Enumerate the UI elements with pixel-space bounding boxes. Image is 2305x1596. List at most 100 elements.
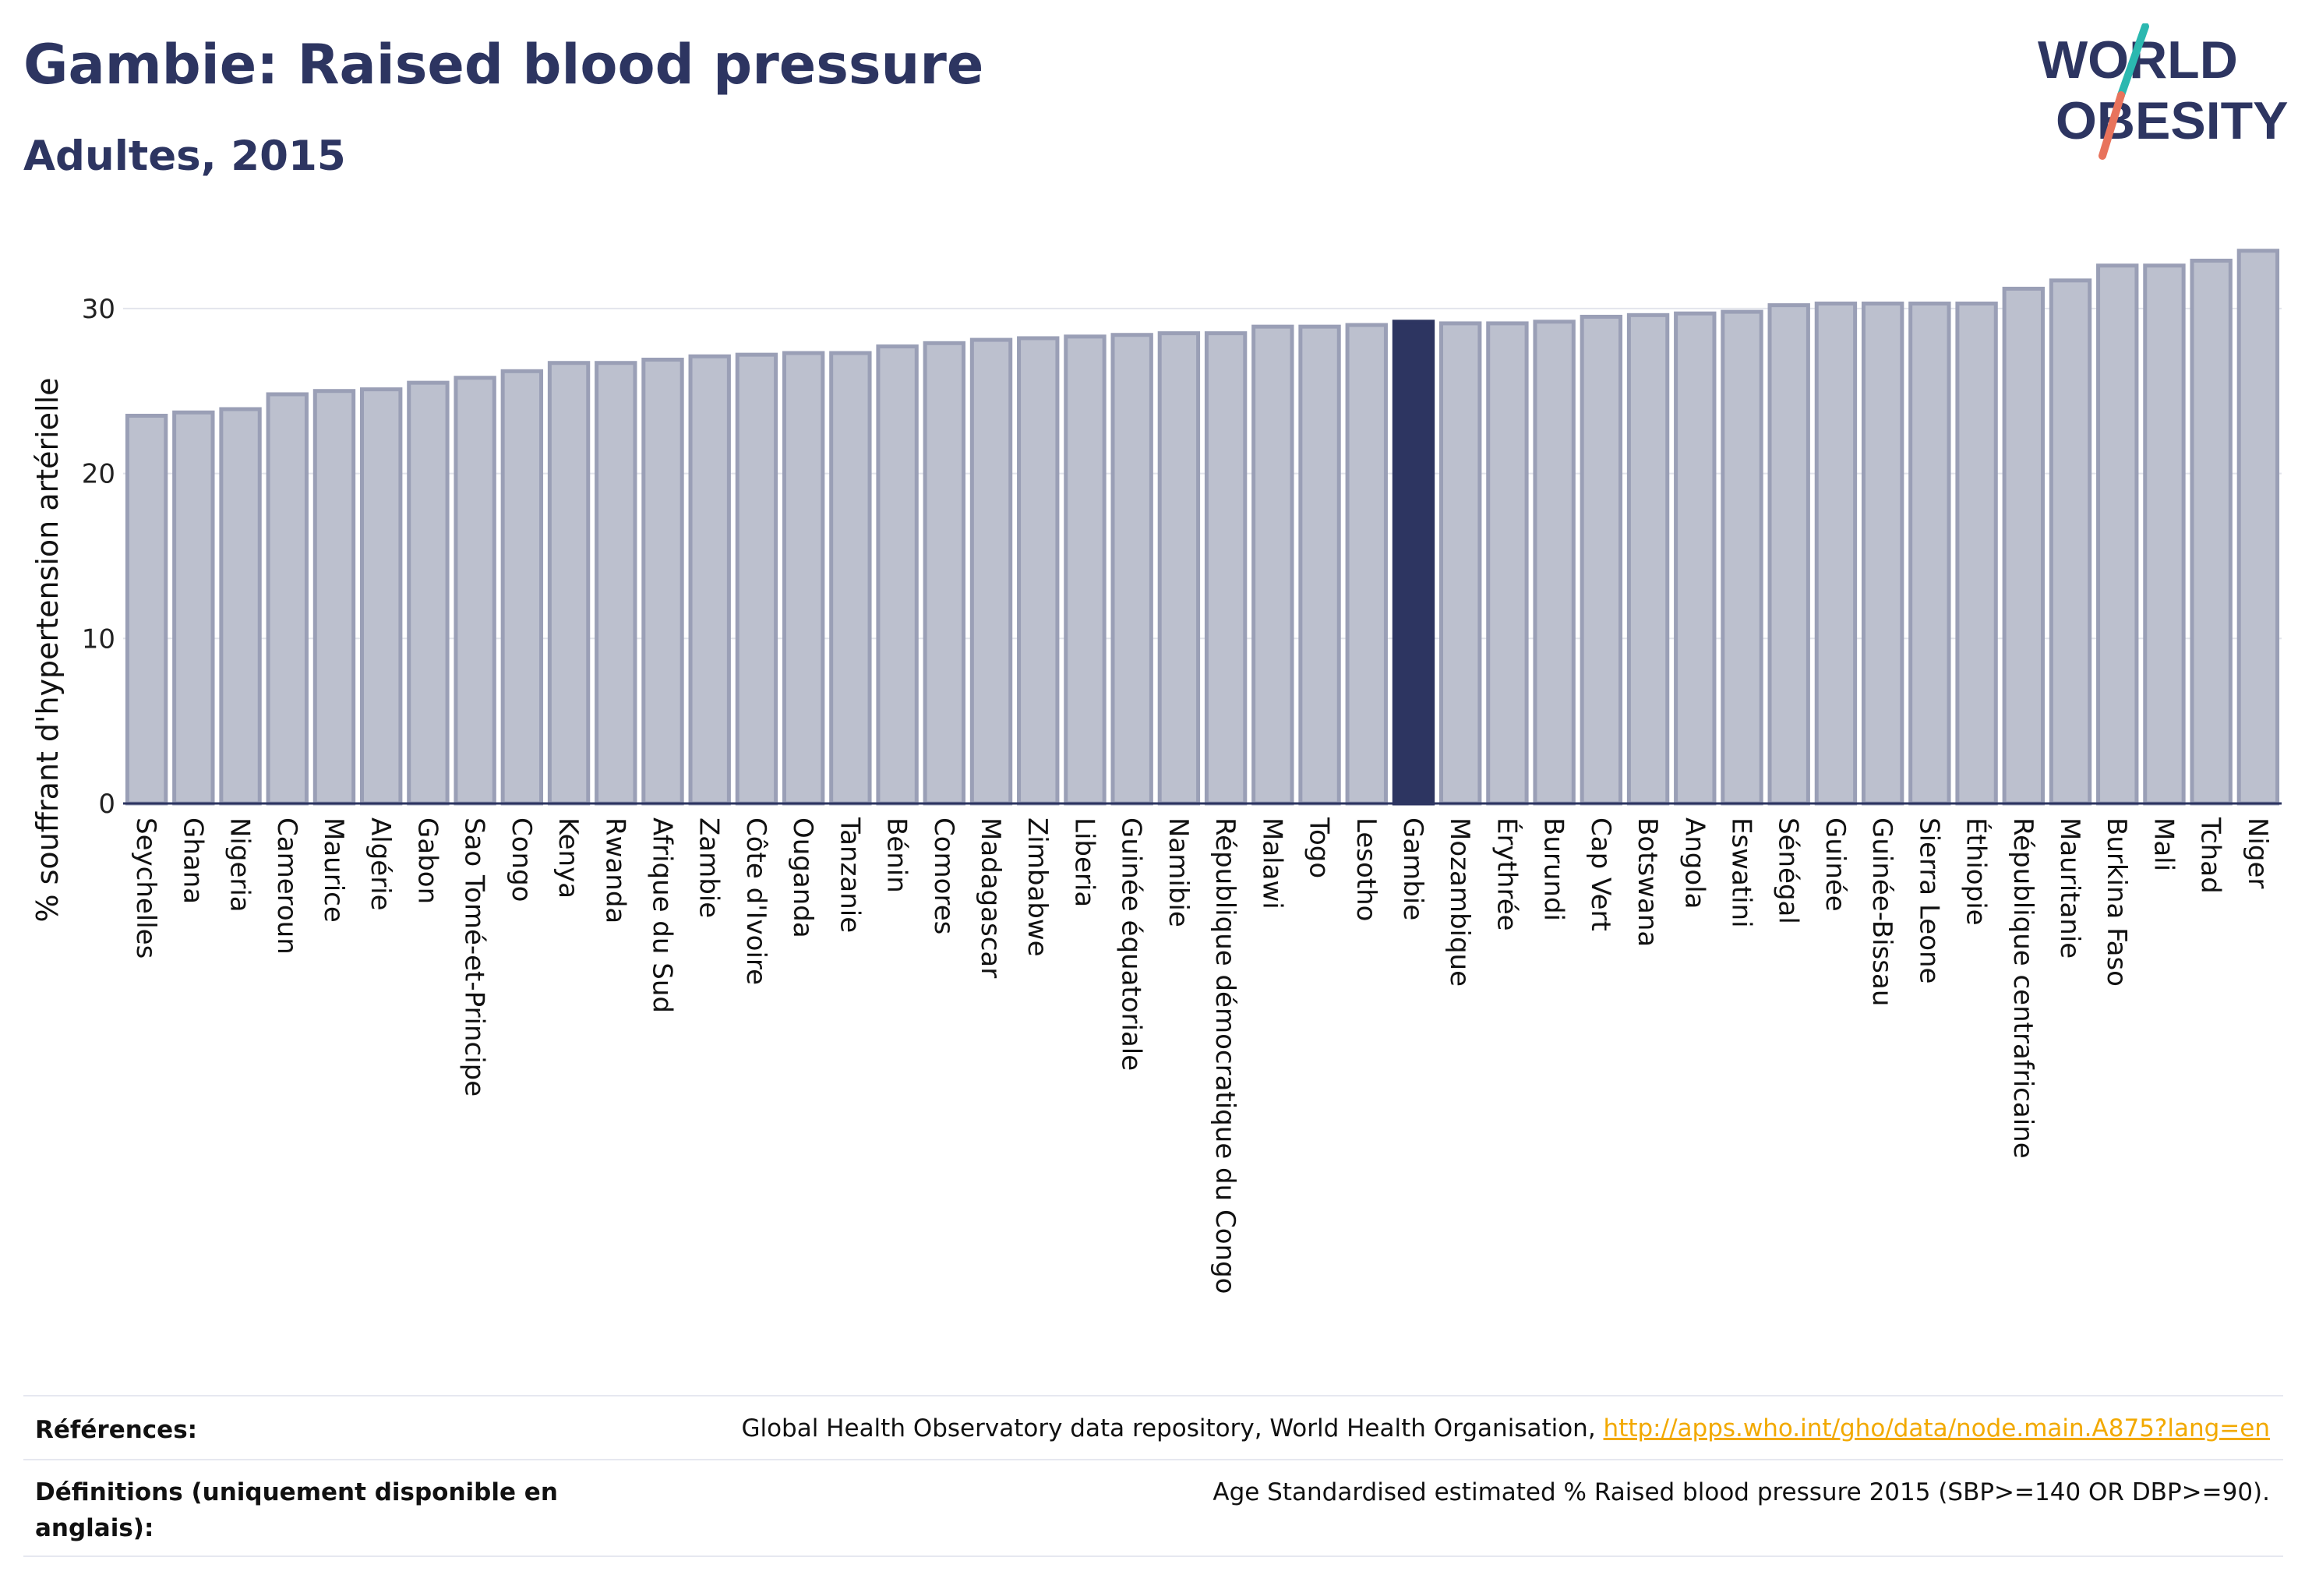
bar-nigeria[interactable] [219, 407, 262, 806]
bar-afrique-du-sud[interactable] [641, 357, 684, 806]
bar-c-te-d-ivoire[interactable] [735, 352, 778, 806]
x-tick-label: Mauritanie [2054, 817, 2085, 959]
x-tick-label: Rwanda [599, 817, 630, 923]
bar-mali[interactable] [2143, 263, 2186, 806]
x-tick-label: Zambie [694, 817, 725, 918]
bar-mozambique[interactable] [1439, 321, 1482, 806]
x-tick-label: Lesotho [1350, 817, 1382, 921]
x-tick-label: Madagascar [975, 817, 1006, 978]
x-tick-label: Liberia [1068, 817, 1100, 907]
bar-malawi[interactable] [1251, 324, 1294, 806]
bar-botswana[interactable] [1626, 312, 1670, 806]
bar-zimbabwe[interactable] [1017, 336, 1060, 806]
logo-text-obesity: OBESITY [2056, 91, 2289, 150]
bar-b-nin[interactable] [876, 344, 919, 806]
x-tick-label: Burundi [1538, 817, 1569, 921]
bar-madagascar[interactable] [969, 337, 1013, 806]
bar-niger[interactable] [2236, 249, 2280, 806]
references-source: Global Health Observatory data repositor… [741, 1414, 1596, 1442]
bar-rwanda[interactable] [595, 361, 637, 806]
x-tick-label: Botswana [1632, 817, 1663, 947]
bar-chart: 0 10 20 30 Seychelles Ghana Nigeria Cameroun Mau… [30, 249, 2282, 1294]
x-tick-label: Guinée-Bissau [1866, 817, 1897, 1006]
bar-tanzanie[interactable] [829, 351, 872, 806]
x-tick-label: République centrafricaine [2007, 817, 2038, 1159]
x-tick-label: Sierra Leone [1913, 817, 1944, 983]
bar-togo[interactable] [1298, 324, 1341, 806]
x-tick-label: Malawi [1256, 817, 1287, 909]
bar-sao-tom-et-principe[interactable] [454, 376, 496, 806]
bar-guin-e-quatoriale[interactable] [1110, 333, 1153, 806]
bar-lesotho[interactable] [1345, 323, 1388, 806]
references-value: Global Health Observatory data repositor… [741, 1414, 2270, 1442]
bar-eswatini[interactable] [1721, 309, 1763, 806]
divider-middle [23, 1459, 2283, 1460]
x-tick-label: Érythrée [1491, 817, 1523, 931]
x-tick-label: Cameroun [271, 817, 302, 955]
bar-tchad[interactable] [2190, 258, 2233, 806]
bar-zambie[interactable] [688, 354, 731, 806]
x-tick-label: Tanzanie [834, 817, 865, 933]
logo-slash-coral [2099, 91, 2125, 160]
bar-s-n-gal[interactable] [1767, 303, 1810, 806]
bar-guin-e-bissau[interactable] [1861, 302, 1904, 806]
x-tick-label: Bénin [881, 817, 912, 893]
bar-burundi[interactable] [1533, 320, 1576, 806]
x-tick-label: Cap Vert [1585, 817, 1616, 931]
x-tick-label: Éthiopie [1961, 817, 1993, 926]
world-obesity-logo: WORLD OBESITY [2038, 23, 2289, 160]
bar-ouganda[interactable] [782, 351, 825, 806]
bars [125, 249, 2280, 806]
y-tick-label: 20 [82, 459, 115, 490]
definitions-value: Age Standardised estimated % Raised bloo… [1213, 1478, 2270, 1506]
x-tick-label: Niger [2242, 817, 2273, 888]
bar-alg-rie[interactable] [360, 387, 403, 806]
bar-congo[interactable] [500, 369, 544, 806]
bar-kenya[interactable] [547, 361, 591, 806]
bar-cap-vert[interactable] [1580, 314, 1623, 806]
x-tick-label: Nigeria [224, 817, 256, 913]
x-tick-label: Tchad [2195, 817, 2226, 894]
bar--thiopie[interactable] [1955, 302, 1998, 806]
x-tick-label: Côte d'Ivoire [740, 817, 771, 985]
x-tick-label: Maurice [318, 817, 349, 923]
bar-angola[interactable] [1674, 311, 1717, 806]
bar-r-publique-centrafricaine[interactable] [2002, 286, 2045, 806]
bar-sierra-leone[interactable] [1908, 302, 1951, 806]
x-tick-label: Mali [2148, 817, 2179, 871]
bar-maurice[interactable] [312, 389, 356, 806]
x-tick-label: Mozambique [1444, 817, 1475, 987]
x-tick-label: Algérie [365, 817, 396, 911]
bar-comores[interactable] [923, 341, 965, 806]
x-tick-label: Congo [506, 817, 537, 902]
chart-subtitle: Adultes, 2015 [23, 132, 346, 180]
bar-burkina-faso[interactable] [2096, 263, 2139, 806]
bar-cameroun[interactable] [266, 392, 309, 806]
bar-r-publique-d-mocratique-du-congo[interactable] [1204, 331, 1248, 806]
bar-ghana[interactable] [172, 410, 215, 806]
y-tick-label: 10 [82, 623, 115, 655]
x-tick-label: Angola [1678, 817, 1710, 909]
bar-mauritanie[interactable] [2049, 278, 2092, 806]
bar-seychelles[interactable] [125, 413, 168, 806]
x-tick-label: Gambie [1397, 817, 1428, 920]
x-tick-label: Ouganda [787, 817, 818, 938]
x-tick-label: République démocratique du Congo [1209, 817, 1241, 1294]
x-tick-label: Comores [928, 817, 959, 934]
bar-gambie[interactable] [1392, 320, 1435, 806]
bar--rythr-e[interactable] [1486, 321, 1529, 806]
x-tick-label: Sao Tomé-et-Principe [459, 817, 490, 1096]
axes: 0 10 20 30 Seychelles Ghana Nigeria Cameroun Mau… [82, 294, 2282, 1294]
x-tick-label: Ghana [177, 817, 208, 904]
bar-guin-e[interactable] [1814, 302, 1858, 806]
x-tick-label: Eswatini [1726, 817, 1757, 928]
x-tick-label: Namibie [1163, 817, 1194, 927]
references-link[interactable]: http://apps.who.int/gho/data/node.main.A… [1603, 1414, 2270, 1442]
bar-gabon[interactable] [407, 380, 450, 806]
x-tick-label: Burkina Faso [2101, 817, 2132, 987]
bar-liberia[interactable] [1064, 334, 1107, 806]
x-tick-label: Kenya [552, 817, 584, 899]
x-tick-label: Guinée équatoriale [1116, 817, 1147, 1071]
bar-namibie[interactable] [1157, 331, 1201, 806]
y-tick-label: 30 [82, 294, 115, 325]
